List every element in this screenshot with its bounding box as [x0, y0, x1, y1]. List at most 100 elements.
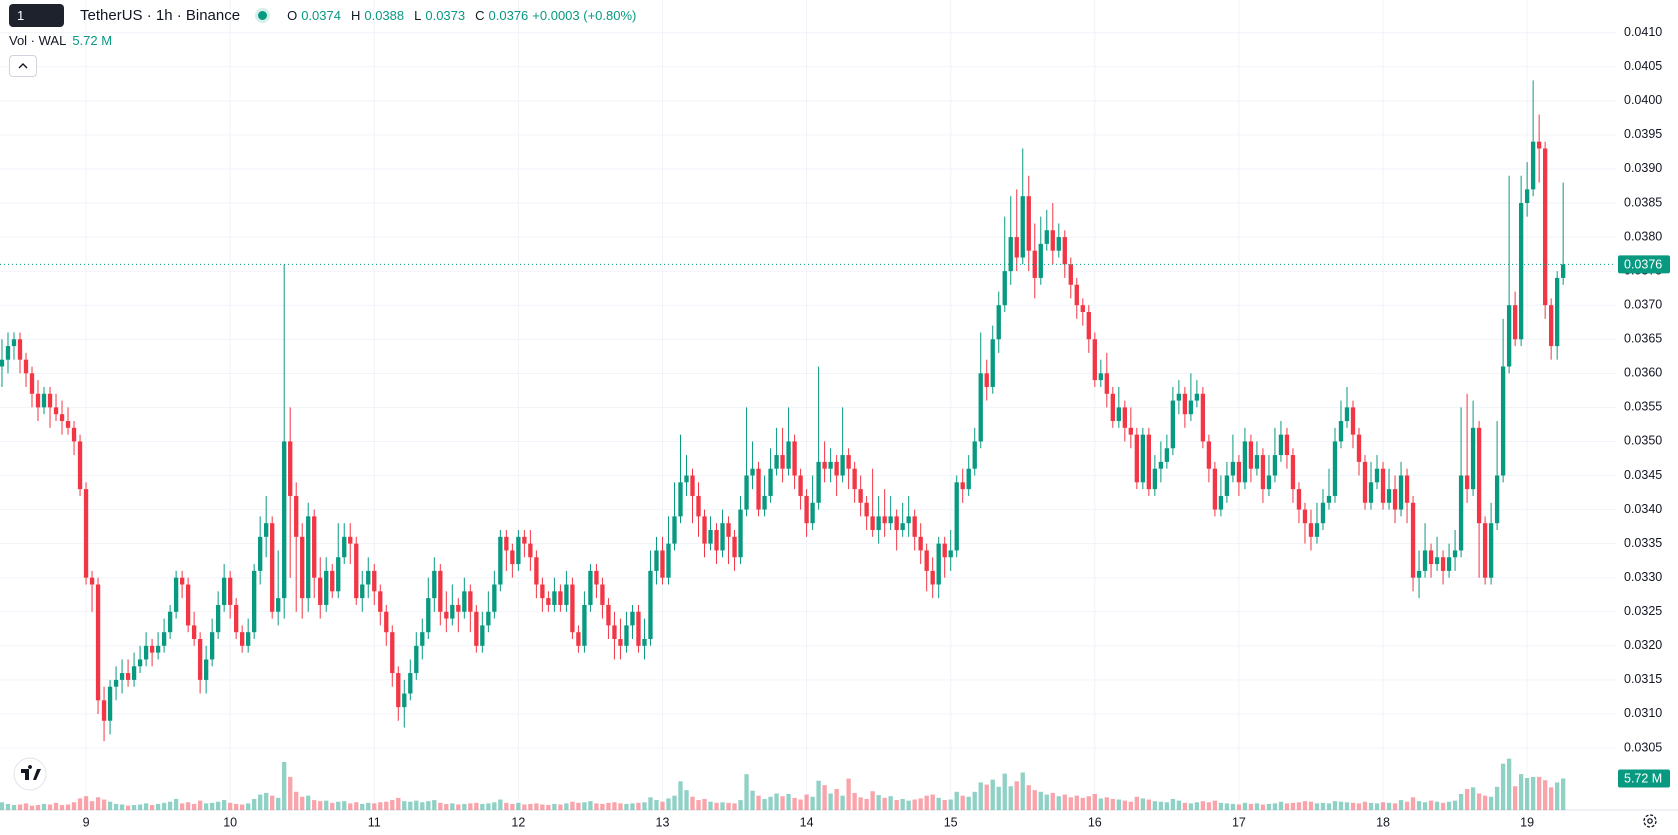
market-status[interactable] — [258, 11, 268, 20]
volume-bar — [1332, 801, 1338, 810]
candle-body — [209, 632, 215, 660]
candle-body — [1404, 475, 1410, 503]
volume-bar — [972, 791, 977, 810]
volume-bar — [678, 781, 683, 810]
candle-body — [420, 632, 425, 646]
candle-body — [924, 550, 929, 571]
price-axis — [1616, 0, 1678, 835]
candle-body — [810, 502, 815, 524]
volume-bar — [221, 800, 227, 810]
open-value: 0.0374 — [301, 8, 341, 23]
candle-body — [540, 584, 545, 599]
volume-bar — [456, 804, 461, 810]
x-tick-label: 13 — [656, 815, 670, 829]
candle-body — [1338, 421, 1344, 442]
volume-bar — [240, 804, 245, 810]
candle-body — [462, 591, 467, 612]
volume-bar — [119, 804, 125, 810]
candle-body — [179, 577, 185, 585]
volume-bar — [390, 800, 395, 810]
candle-body — [1374, 468, 1380, 483]
candle-body — [1128, 427, 1133, 435]
volume-bar — [1452, 800, 1458, 810]
volume-bar — [432, 800, 437, 810]
candle-series — [0, 80, 1566, 742]
volume-bar — [1032, 790, 1037, 810]
volume-bar — [1530, 776, 1536, 810]
volume-bar — [1356, 803, 1362, 810]
candle-body — [798, 475, 803, 496]
collapse-button[interactable] — [9, 55, 37, 77]
volume-bar — [1434, 801, 1440, 810]
candle-body — [684, 475, 689, 483]
candle-body — [546, 598, 551, 605]
volume-bar — [11, 805, 17, 810]
volume-title[interactable]: Vol · WAL — [9, 33, 67, 48]
y-tick-label: 0.0365 — [1624, 332, 1662, 346]
volume-bar — [155, 803, 161, 810]
volume-bar — [870, 791, 875, 810]
volume-bar — [1110, 798, 1115, 810]
volume-bar — [1374, 803, 1380, 810]
candle-body — [1170, 400, 1176, 449]
volume-bar — [732, 803, 737, 810]
volume-bar — [17, 804, 23, 810]
volume-bar — [1470, 787, 1476, 810]
candle-body — [1452, 550, 1458, 558]
volume-bar — [41, 803, 47, 810]
volume-bar — [1002, 773, 1007, 810]
volume-bar — [342, 801, 347, 810]
volume-bar — [414, 800, 419, 810]
close-key: C — [475, 8, 485, 23]
volume-bar — [354, 802, 359, 810]
volume-bar — [516, 802, 521, 810]
volume-bar — [528, 803, 533, 810]
volume-bar — [1404, 801, 1410, 810]
volume-bar — [1260, 804, 1266, 810]
candle-body — [1134, 434, 1139, 483]
volume-bar — [882, 797, 887, 810]
gear-inner — [1647, 818, 1653, 824]
candle-body — [828, 461, 833, 469]
volume-bar — [654, 800, 659, 810]
symbol-title[interactable]: TetherUS · 1h · Binance — [80, 7, 241, 24]
volume-bar — [762, 798, 767, 810]
volume-bar — [191, 803, 197, 810]
candle-body — [792, 441, 797, 476]
candle-body — [1218, 495, 1224, 510]
volume-bar — [810, 796, 815, 810]
volume-bar — [1344, 802, 1350, 810]
candle-body — [432, 570, 437, 599]
candle-body — [582, 604, 587, 646]
volume-bar — [624, 803, 629, 810]
y-tick-label: 0.0405 — [1624, 59, 1662, 73]
candle-body — [1038, 243, 1043, 278]
candle-body — [215, 604, 221, 633]
volume-bar — [1482, 795, 1488, 810]
settings-button[interactable] — [1643, 814, 1657, 828]
volume-bar — [1284, 803, 1290, 810]
volume-bar — [852, 792, 857, 810]
candle-body — [1422, 550, 1428, 571]
candle-body — [1014, 237, 1019, 258]
volume-bar — [227, 802, 233, 810]
volume-bar — [1080, 797, 1085, 810]
candle-body — [1074, 284, 1079, 306]
candle-body — [426, 598, 431, 633]
candle-body — [408, 673, 413, 694]
candle-body — [900, 523, 905, 531]
candle-body — [456, 604, 461, 612]
candle-body — [59, 414, 65, 422]
candle-body — [870, 516, 875, 531]
candle-body — [35, 393, 41, 408]
candle-body — [1326, 495, 1332, 503]
volume-bar — [444, 803, 449, 810]
volume-bar — [1416, 801, 1422, 810]
candle-body — [354, 543, 359, 599]
volume-bar — [546, 805, 551, 810]
volume-bar — [930, 794, 935, 810]
candle-body — [1176, 393, 1182, 401]
candle-body — [480, 625, 485, 646]
tradingview-logo — [13, 757, 47, 791]
x-tick-label: 16 — [1088, 815, 1102, 829]
